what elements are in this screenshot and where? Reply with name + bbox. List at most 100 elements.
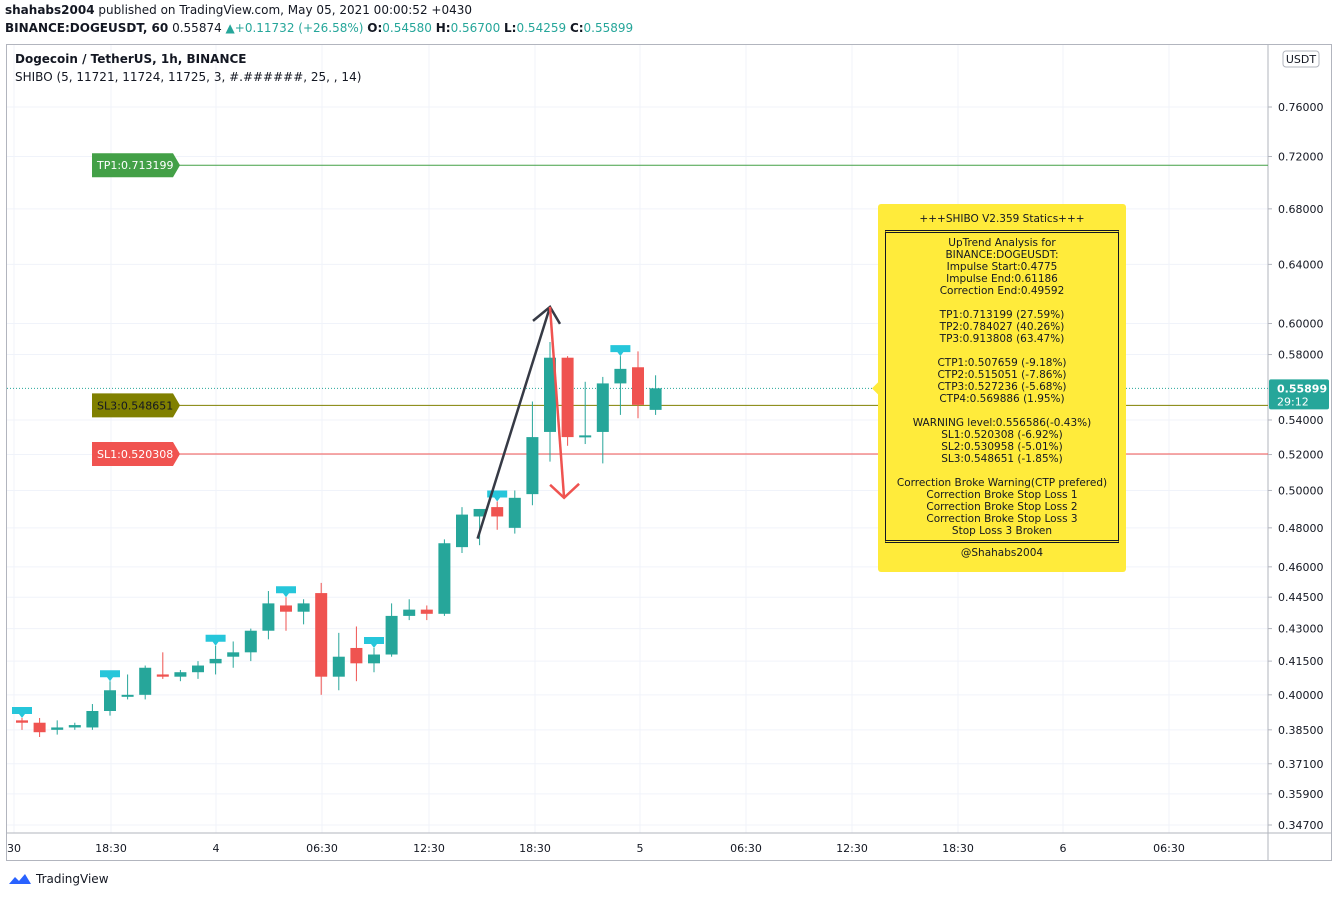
candle-body[interactable] [544, 357, 556, 432]
stat-line: CTP4:0.569886 (1.95%) [939, 393, 1065, 405]
correction-arrow-line [548, 306, 566, 498]
stat-line: UpTrend Analysis for [948, 237, 1056, 249]
signal-marker [100, 670, 120, 682]
candle-body[interactable] [297, 603, 310, 612]
y-tick-label: 0.41500 [1278, 655, 1324, 668]
chart-frame [6, 44, 1332, 861]
y-tick-label: 0.38500 [1278, 724, 1324, 737]
x-tick-label: 06:30 [306, 842, 338, 855]
candle-body[interactable] [632, 367, 644, 405]
candle-body[interactable] [174, 672, 187, 677]
level-label-tp1 [92, 153, 180, 178]
tradingview-brand: TradingView [36, 872, 109, 886]
low-label: L: [504, 21, 517, 35]
stat-line: TP3:0.913808 (63.47%) [939, 333, 1065, 345]
candle-body[interactable] [614, 368, 627, 384]
candle-body[interactable] [139, 667, 152, 695]
y-tick-label: 0.50000 [1278, 484, 1324, 497]
candle-body[interactable] [403, 609, 416, 616]
stat-line: CTP3:0.527236 (-5.68%) [937, 381, 1067, 393]
ohlc-line: BINANCE:DOGEUSDT, 60 0.55874 ▲+0.11732 (… [5, 21, 633, 35]
x-tick-label: 18:30 [519, 842, 551, 855]
stat-line: Correction Broke Stop Loss 3 [926, 513, 1078, 525]
stat-line: Correction End:0.49592 [939, 285, 1065, 297]
target-section: TP1:0.713199 (27.59%) TP2:0.784027 (40.2… [886, 309, 1118, 345]
correction-arrowhead [549, 482, 580, 500]
candle-body[interactable] [368, 654, 380, 664]
candle-body[interactable] [420, 609, 433, 614]
y-tick-label: 0.76000 [1278, 101, 1324, 114]
candle-body[interactable] [280, 605, 292, 612]
bar-countdown: 29:12 [1277, 395, 1309, 408]
candle-body[interactable] [385, 615, 398, 655]
x-tick-label: 30 [7, 842, 21, 855]
candle-body[interactable] [649, 388, 662, 410]
candle-body[interactable] [350, 647, 363, 664]
candle-body[interactable] [579, 435, 592, 438]
statistics-title: +++SHIBO V2.359 Statics+++ [919, 213, 1085, 225]
level-label-text-sl3: SL3:0.548651 [97, 399, 173, 412]
y-tick-label: 0.58000 [1278, 349, 1324, 362]
y-tick-label: 0.44500 [1278, 591, 1324, 604]
candle-body[interactable] [192, 665, 204, 673]
candle-body[interactable] [332, 656, 345, 677]
candle-body[interactable] [121, 694, 134, 697]
stat-line: Stop Loss 3 Broken [951, 525, 1053, 537]
y-tick-label: 0.46000 [1278, 561, 1324, 574]
candle-body[interactable] [596, 383, 609, 432]
y-tick-label: 0.34700 [1278, 819, 1324, 832]
candle-body[interactable] [508, 497, 521, 528]
level-label-sl3 [92, 393, 180, 418]
candle-body[interactable] [244, 630, 257, 653]
correction-target-section: CTP1:0.507659 (-9.18%) CTP2:0.515051 (-7… [886, 357, 1118, 405]
stat-line: Correction Broke Warning(CTP prefered) [896, 477, 1108, 489]
candle-body[interactable] [104, 690, 116, 711]
tradingview-footer[interactable]: TradingView [8, 872, 109, 886]
candle-body[interactable] [456, 514, 468, 548]
candle-body[interactable] [51, 727, 64, 730]
infobox-pointer [872, 382, 878, 395]
candle-body[interactable] [315, 593, 328, 677]
y-tick-label: 0.68000 [1278, 203, 1324, 216]
candle-body[interactable] [86, 710, 99, 728]
x-tick-label: 18:30 [95, 842, 127, 855]
candle-body[interactable] [227, 652, 240, 657]
y-tick-label: 0.48000 [1278, 522, 1324, 535]
y-tick-label: 0.37100 [1278, 758, 1324, 771]
tradingview-logo-icon [9, 874, 31, 884]
level-label-text-sl1: SL1:0.520308 [97, 448, 173, 461]
candle-body[interactable] [526, 437, 539, 495]
candle-body[interactable] [16, 720, 28, 723]
indicator-legend[interactable]: SHIBO (5, 11721, 11724, 11725, 3, #.####… [15, 70, 362, 84]
y-tick-label: 0.52000 [1278, 449, 1324, 462]
stop-loss-section: WARNING level:0.556586(-0.43%) SL1:0.520… [886, 417, 1118, 465]
low-value: 0.54259 [516, 21, 567, 35]
candle-body[interactable] [156, 674, 169, 677]
analysis-section: UpTrend Analysis for BINANCE:DOGEUSDT: I… [886, 237, 1118, 297]
stat-line: Correction Broke Stop Loss 2 [926, 501, 1078, 513]
candle-body[interactable] [262, 603, 275, 631]
open-value: 0.54580 [382, 21, 432, 35]
stat-line: SL3:0.548651 (-1.85%) [941, 453, 1063, 465]
chart-legend-title: Dogecoin / TetherUS, 1h, BINANCE [15, 52, 247, 66]
stat-line: Correction Broke Stop Loss 1 [926, 489, 1078, 501]
candle-body[interactable] [33, 722, 46, 733]
candle-body[interactable] [68, 725, 81, 728]
candle-body[interactable] [438, 543, 451, 614]
candle-body[interactable] [561, 357, 574, 438]
candle-body[interactable] [473, 508, 486, 517]
stat-line: CTP1:0.507659 (-9.18%) [937, 357, 1067, 369]
change-value: ▲+0.11732 (+26.58%) [225, 21, 364, 35]
y-tick-label: 0.35900 [1278, 788, 1324, 801]
y-tick-label: 0.54000 [1278, 414, 1324, 427]
close-label: C: [569, 21, 584, 35]
last-value: 0.55874 [172, 21, 222, 35]
currency-badge[interactable] [1282, 50, 1320, 68]
candle-body[interactable] [491, 507, 504, 517]
publisher-name[interactable]: shahabs2004 [5, 3, 95, 17]
y-tick-label: 0.60000 [1278, 317, 1324, 330]
stat-line: Impulse Start:0.4775 [946, 261, 1058, 273]
open-label: O: [367, 21, 383, 35]
candle-body[interactable] [209, 658, 222, 664]
